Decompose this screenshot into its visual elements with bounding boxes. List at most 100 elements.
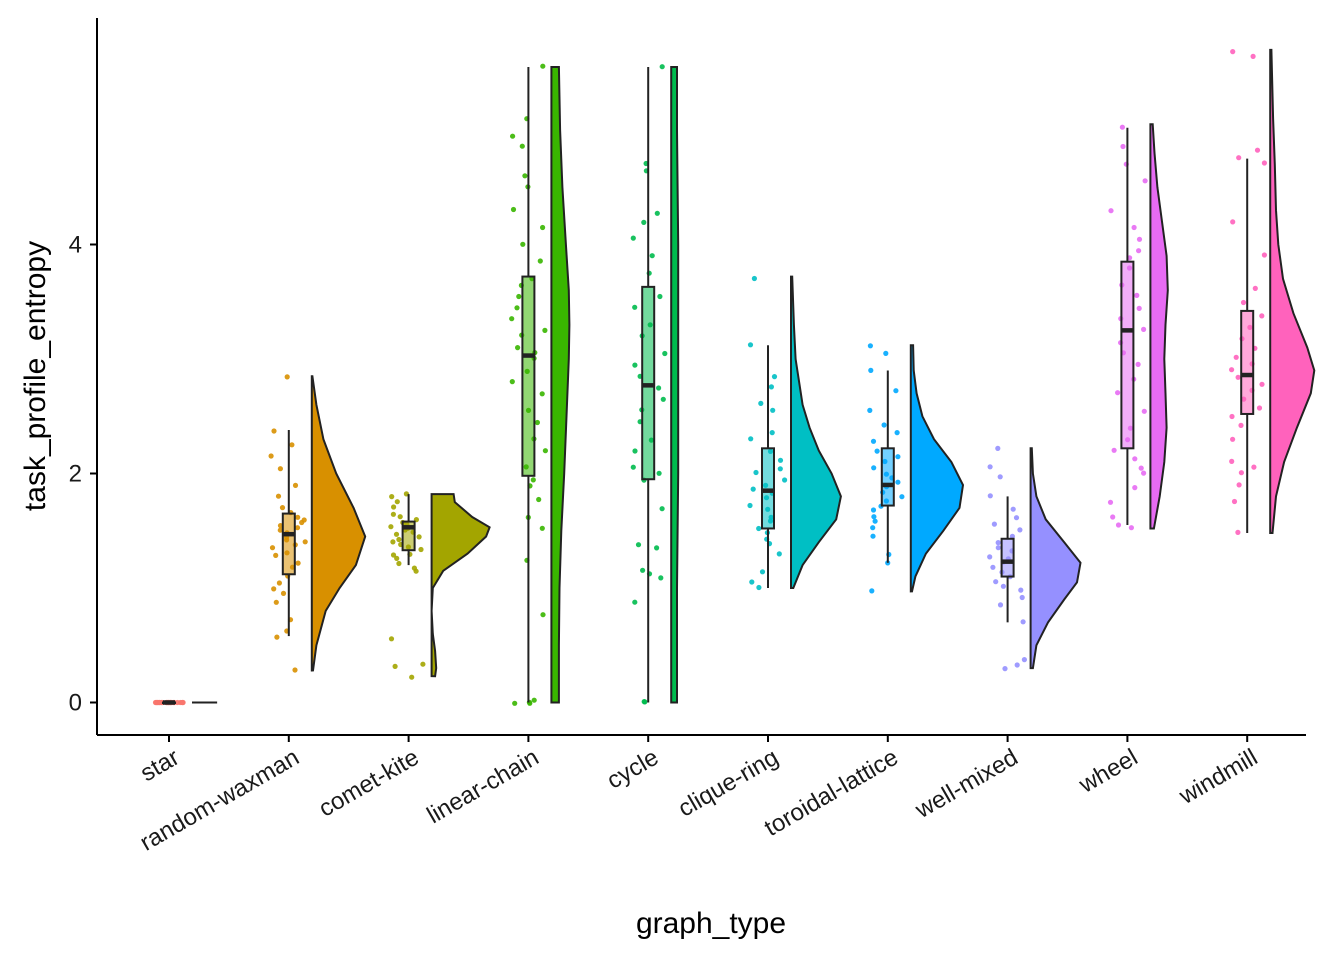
point bbox=[1235, 374, 1241, 380]
point bbox=[409, 674, 415, 680]
point bbox=[292, 482, 299, 488]
point bbox=[1240, 299, 1247, 306]
point bbox=[280, 590, 287, 597]
point bbox=[1120, 143, 1126, 150]
point bbox=[1128, 525, 1134, 531]
point bbox=[388, 524, 394, 530]
point bbox=[870, 525, 876, 531]
point bbox=[396, 536, 402, 543]
point bbox=[157, 699, 163, 706]
point bbox=[656, 470, 662, 476]
point bbox=[867, 343, 874, 349]
point bbox=[871, 465, 877, 471]
point bbox=[632, 304, 638, 310]
point bbox=[635, 542, 642, 548]
x-tick-label: toroidal-lattice bbox=[760, 744, 903, 842]
x-tick-label: wheel bbox=[1074, 744, 1143, 799]
point bbox=[1233, 354, 1239, 360]
point bbox=[759, 569, 766, 575]
point bbox=[1229, 458, 1235, 464]
point bbox=[515, 345, 521, 351]
point bbox=[277, 527, 283, 533]
point bbox=[656, 385, 662, 391]
point bbox=[1013, 515, 1020, 521]
point bbox=[294, 525, 301, 531]
box-cycle bbox=[641, 285, 656, 481]
violin-random-waxman bbox=[310, 375, 367, 672]
point bbox=[871, 514, 877, 520]
point bbox=[1018, 587, 1024, 593]
point bbox=[1000, 583, 1007, 589]
point bbox=[302, 539, 308, 545]
point bbox=[987, 464, 993, 470]
point bbox=[1142, 178, 1148, 184]
box-windmill bbox=[1240, 309, 1255, 415]
point bbox=[389, 494, 395, 500]
box-linear-chain bbox=[521, 275, 536, 477]
point bbox=[750, 486, 756, 492]
point bbox=[1230, 49, 1236, 55]
point bbox=[753, 469, 759, 476]
point bbox=[872, 518, 878, 524]
group-well-mixed bbox=[987, 445, 1082, 672]
x-tick-label: comet-kite bbox=[314, 744, 423, 823]
point bbox=[659, 64, 665, 70]
point bbox=[895, 454, 901, 460]
point bbox=[1021, 657, 1027, 663]
point bbox=[1252, 285, 1258, 291]
point bbox=[893, 388, 899, 394]
point bbox=[995, 445, 1001, 451]
points-cycle bbox=[630, 64, 668, 705]
point bbox=[540, 612, 546, 618]
point bbox=[1132, 456, 1138, 462]
point bbox=[1132, 485, 1138, 491]
point bbox=[782, 477, 788, 483]
point bbox=[987, 554, 993, 560]
point bbox=[540, 63, 546, 69]
y-tick-label: 4 bbox=[69, 232, 82, 259]
point bbox=[396, 560, 402, 567]
point bbox=[641, 219, 647, 225]
point bbox=[536, 496, 542, 503]
y-tick-label: 0 bbox=[69, 690, 82, 717]
point bbox=[1261, 160, 1267, 166]
point bbox=[275, 493, 282, 499]
point bbox=[1136, 305, 1142, 311]
point bbox=[776, 551, 782, 557]
point bbox=[269, 545, 276, 551]
point bbox=[537, 258, 543, 264]
point bbox=[540, 224, 546, 231]
group-star bbox=[152, 699, 218, 706]
point bbox=[516, 293, 522, 300]
box-well-mixed bbox=[1000, 537, 1015, 578]
point bbox=[899, 494, 905, 500]
point bbox=[995, 545, 1001, 551]
point bbox=[640, 567, 646, 573]
point bbox=[1110, 514, 1116, 520]
point bbox=[390, 552, 397, 558]
point bbox=[1138, 465, 1144, 471]
point bbox=[870, 507, 877, 513]
point bbox=[867, 407, 873, 413]
point bbox=[768, 384, 775, 390]
point bbox=[295, 514, 301, 520]
point bbox=[416, 534, 422, 540]
point bbox=[301, 517, 307, 523]
point bbox=[1229, 367, 1235, 373]
point bbox=[660, 396, 666, 402]
point bbox=[657, 293, 663, 300]
y-ticks: 0 2 4 bbox=[69, 232, 97, 717]
point bbox=[748, 436, 754, 442]
point bbox=[509, 379, 515, 385]
point bbox=[394, 499, 400, 505]
point bbox=[771, 374, 778, 380]
point bbox=[1236, 482, 1242, 488]
point bbox=[393, 531, 400, 537]
group-toroidal-lattice bbox=[867, 343, 965, 594]
x-tick-label: linear-chain bbox=[422, 744, 543, 829]
point bbox=[289, 442, 295, 448]
point bbox=[1230, 219, 1236, 225]
point bbox=[1256, 405, 1263, 411]
point bbox=[770, 407, 776, 413]
